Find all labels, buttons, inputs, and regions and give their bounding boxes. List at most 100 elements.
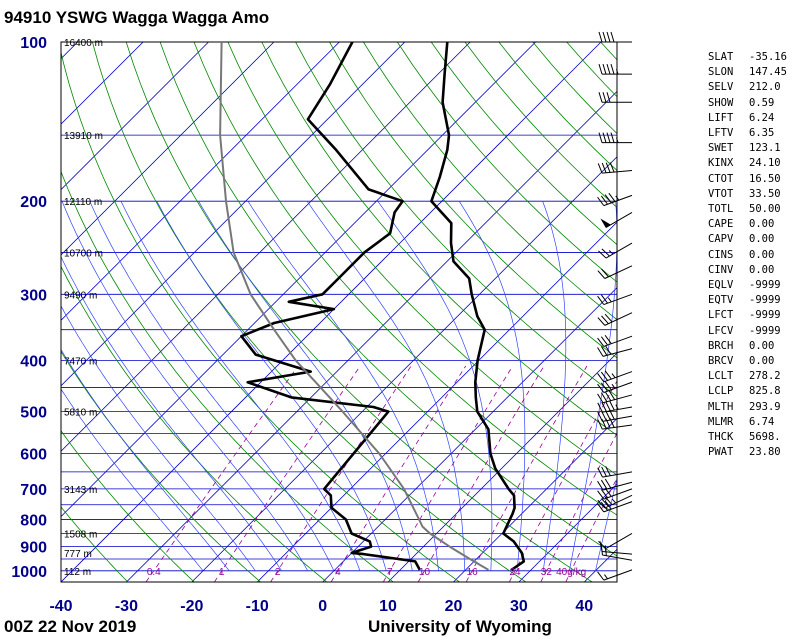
- wind-barb: [598, 63, 632, 75]
- wind-barb-full: [597, 467, 603, 478]
- wind-barb-shaft: [602, 551, 633, 555]
- height-label: 1508 m: [64, 529, 97, 540]
- moist-adiabat: [156, 201, 387, 571]
- isotherm-line: [453, 417, 617, 582]
- dry-adiabat: [61, 265, 328, 582]
- chart-title: 94910 YSWG Wagga Wagga Amo: [4, 8, 270, 27]
- index-name: TOTL: [708, 203, 734, 216]
- index-value: 6.74: [749, 415, 775, 428]
- index-name: EQLV: [708, 279, 734, 292]
- wind-barb-full: [606, 132, 611, 143]
- pressure-tick-label: 400: [20, 353, 47, 370]
- index-name: MLTH: [708, 400, 734, 413]
- isotherm-line: [61, 42, 406, 387]
- index-value: 293.9: [749, 400, 781, 413]
- wind-barb: [597, 335, 633, 347]
- pressure-tick-label: 300: [20, 287, 47, 304]
- mixing-ratio-line: [330, 365, 467, 582]
- temperature-tick-label: -20: [180, 598, 203, 615]
- index-row: THCK 5698.: [708, 430, 798, 445]
- wind-barb-full: [597, 347, 604, 357]
- dry-adiabat: [61, 170, 394, 582]
- index-value: 123.1: [749, 142, 781, 155]
- index-value: 23.80: [749, 446, 781, 459]
- wind-barb-full: [597, 373, 605, 383]
- index-value: 0.00: [749, 233, 775, 246]
- wind-barb-full: [597, 419, 603, 430]
- isotherm-line: [61, 42, 209, 191]
- dry-adiabat: [61, 50, 460, 582]
- index-name: SWET: [708, 142, 734, 155]
- dry-adiabat: [329, 42, 617, 359]
- wind-barb-full: [604, 496, 613, 505]
- dry-adiabat: [261, 42, 617, 436]
- index-row: CAPE 0.00: [708, 217, 798, 232]
- index-name: CINS: [708, 248, 734, 261]
- index-value: 0.00: [749, 248, 775, 261]
- wind-barb-shaft: [603, 371, 633, 383]
- dry-adiabat: [295, 42, 617, 397]
- dry-adiabat: [61, 580, 62, 582]
- index-row: MLTH 293.9: [708, 400, 798, 415]
- wind-barb: [597, 345, 633, 357]
- index-name: LFTV: [708, 127, 734, 140]
- wind-barb-full: [600, 489, 608, 499]
- isotherm-line: [61, 42, 78, 60]
- wind-barb-shaft: [602, 170, 633, 174]
- moist-adiabat: [595, 476, 617, 571]
- wind-barb-column: [597, 31, 633, 581]
- wind-barb-shaft: [602, 471, 633, 478]
- dry-adiabat: [363, 42, 617, 321]
- wind-barb-full: [597, 196, 605, 206]
- index-value: 16.50: [749, 172, 781, 185]
- wind-barb-full: [600, 544, 603, 556]
- wind-barb-full: [597, 270, 606, 279]
- index-name: THCK: [708, 431, 734, 444]
- index-name: SLON: [708, 66, 734, 79]
- index-name: PWAT: [708, 446, 734, 459]
- wind-barb-full: [610, 63, 615, 75]
- wind-barb-full: [606, 31, 611, 43]
- stability-indices-table: SLAT -35.16 SLON 147.45 SELV 212.0 SHOW 0.59 LIF…: [708, 50, 798, 460]
- index-row: LFCV -9999: [708, 324, 798, 339]
- mixing-ratio-label: 32: [541, 567, 553, 578]
- wind-barb-full: [604, 313, 613, 323]
- moist-adiabat: [61, 388, 204, 572]
- mixing-ratio-line: [540, 432, 617, 582]
- index-value: 50.00: [749, 203, 781, 216]
- moist-adiabat: [306, 200, 466, 571]
- index-row: SELV 212.0: [708, 80, 798, 95]
- wind-barb: [597, 400, 633, 413]
- wind-barb-half: [607, 297, 612, 303]
- dry-adiabat: [61, 350, 261, 582]
- isotherm-line: [191, 156, 617, 582]
- wind-barb-full: [606, 92, 611, 103]
- wind-barb-full: [606, 63, 611, 75]
- index-value: -9999: [749, 309, 781, 322]
- index-value: 278.2: [749, 370, 781, 383]
- wind-barb-full: [597, 571, 605, 581]
- wind-barb-full: [598, 92, 603, 103]
- wind-barb-full: [600, 336, 608, 346]
- wind-barb-full: [604, 545, 607, 556]
- index-row: BRCV 0.00: [708, 354, 798, 369]
- mixing-ratio-label: 10: [419, 567, 431, 578]
- index-row: CTOT 16.50: [708, 172, 798, 187]
- temperature-tick-label: 10: [379, 598, 397, 615]
- temperature-tick-label: 30: [510, 598, 528, 615]
- series-line-parcel: [219, 42, 490, 571]
- wind-barb-shaft: [602, 406, 633, 413]
- wind-barb-shaft: [603, 569, 633, 581]
- wind-barb-full: [597, 295, 605, 305]
- index-value: 825.8: [749, 385, 781, 398]
- wind-barb-half: [611, 373, 616, 379]
- wind-barb: [597, 293, 633, 306]
- wind-barb-shaft: [602, 415, 633, 422]
- wind-barb-shaft: [604, 265, 633, 279]
- dry-adiabat: [396, 42, 617, 283]
- chart-grid: [60, 41, 618, 583]
- isotherm-line: [61, 42, 275, 256]
- wind-barb-shaft: [603, 335, 633, 347]
- wind-barb-shaft: [602, 481, 633, 491]
- temperature-tick-label: -40: [49, 598, 72, 615]
